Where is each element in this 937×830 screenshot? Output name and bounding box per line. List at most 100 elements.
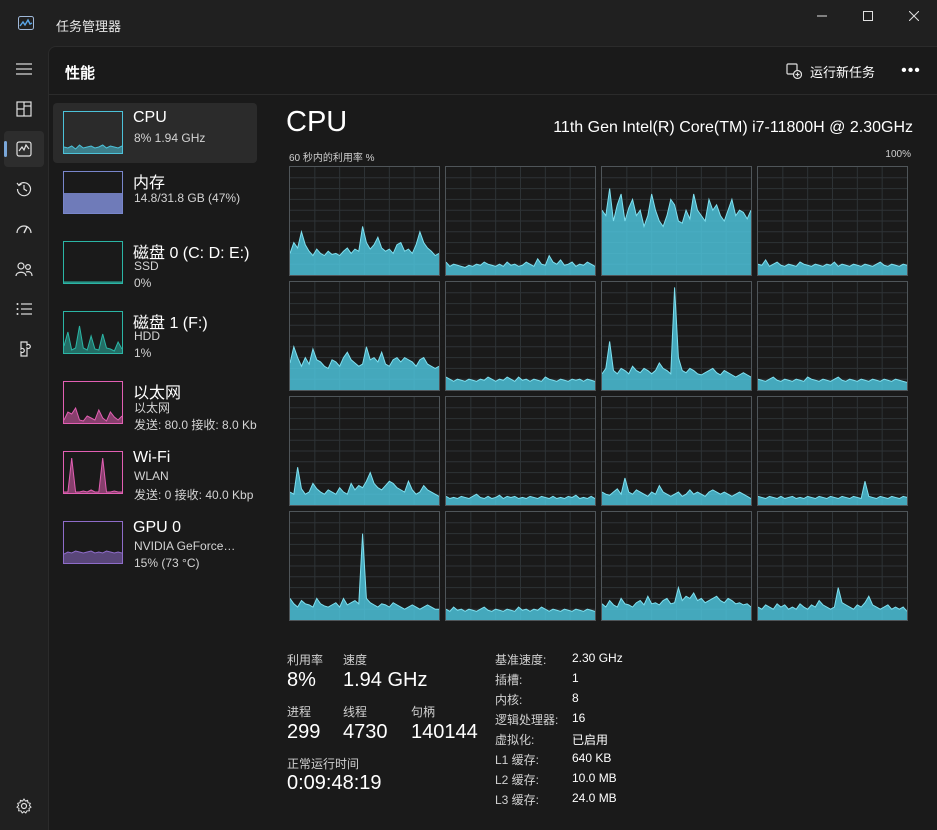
cpu-usage-line	[758, 258, 907, 268]
close-icon	[909, 11, 919, 21]
close-button[interactable]	[891, 0, 937, 32]
cpu-usage-line	[446, 493, 595, 500]
nav-startup-apps[interactable]	[4, 211, 44, 247]
cpu-usage-line	[290, 226, 439, 257]
logical-processor-graph	[601, 511, 752, 621]
resource-item[interactable]: CPU 8% 1.94 GHz	[53, 103, 257, 163]
cpu-detail-value: 已启用	[572, 733, 609, 747]
resource-name: 内存	[133, 175, 166, 192]
cpu-usage-area	[602, 188, 751, 275]
cpu-detail-value: 1	[572, 671, 579, 685]
resource-thumbnail-graph	[63, 311, 123, 354]
speed-value: 1.94 GHz	[343, 669, 428, 691]
left-navigation	[0, 46, 48, 830]
hamburger-menu-button[interactable]	[4, 51, 44, 87]
resource-name: 磁盘 1 (F:)	[133, 315, 208, 332]
details-icon	[16, 303, 32, 315]
thumbnail-graph-icon	[64, 144, 122, 153]
cpu-usage-area	[446, 494, 595, 505]
cpu-usage-area	[758, 587, 907, 620]
resource-detail: HDD	[134, 329, 160, 343]
resource-detail: 15% (73 °C)	[134, 556, 200, 570]
uptime-label: 正常运行时间	[287, 757, 360, 771]
cpu-detail-label: 内核:	[495, 693, 523, 707]
settings-icon	[16, 798, 32, 814]
graph-caption: 60 秒内的利用率 %	[289, 153, 375, 164]
resource-detail: 发送: 80.0 接收: 8.0 Kb	[134, 418, 257, 432]
cpu-usage-line	[602, 585, 751, 608]
resource-item[interactable]: 磁盘 1 (F:) HDD 1%	[53, 303, 257, 363]
resource-detail: 0%	[134, 276, 152, 290]
resource-detail: 发送: 0 接收: 40.0 Kbp	[134, 488, 254, 502]
cpu-detail-label: 虚拟化:	[495, 733, 535, 747]
app-history-icon	[16, 182, 32, 197]
users-icon	[15, 262, 33, 277]
processes-icon	[16, 101, 32, 117]
cpu-detail-label: L3 缓存:	[495, 793, 540, 807]
cpu-usage-area	[602, 587, 751, 620]
logical-processor-graph	[289, 281, 440, 391]
cpu-usage-area	[758, 259, 907, 275]
utilization-label: 利用率	[287, 653, 324, 667]
startup-apps-icon	[16, 225, 32, 234]
logical-processor-graph	[601, 396, 752, 506]
nav-services[interactable]	[4, 331, 44, 367]
cpu-usage-line	[290, 533, 439, 610]
resource-item[interactable]: 磁盘 0 (C: D: E:) SSD 0%	[53, 233, 257, 293]
resource-item[interactable]: 内存 14.8/31.8 GB (47%)	[53, 163, 257, 223]
resource-name: GPU 0	[133, 519, 182, 536]
cpu-usage-line	[602, 477, 751, 499]
cpu-usage-area	[602, 478, 751, 505]
nav-app-history[interactable]	[4, 171, 44, 207]
cpu-usage-line	[758, 481, 907, 500]
resource-detail: 以太网	[134, 401, 171, 415]
resource-item[interactable]: GPU 0 NVIDIA GeForce… 15% (73 °C)	[53, 513, 257, 573]
header-divider	[49, 94, 937, 95]
maximize-button[interactable]	[845, 0, 891, 32]
resource-detail: SSD	[134, 259, 159, 273]
resource-item[interactable]: 以太网 以太网 发送: 80.0 接收: 8.0 Kb	[53, 373, 257, 433]
nav-performance[interactable]	[4, 131, 44, 167]
thumbnail-graph-icon	[64, 281, 122, 283]
cpu-usage-line	[446, 606, 595, 612]
logical-processor-graph	[289, 396, 440, 506]
settings-button[interactable]	[12, 794, 36, 818]
logical-processor-graph	[445, 511, 596, 621]
cpu-detail-value: 24.0 MB	[572, 791, 617, 805]
cpu-heading: CPU	[286, 106, 348, 138]
threads-value: 4730	[343, 721, 388, 743]
cpu-detail-label: L2 缓存:	[495, 773, 540, 787]
resource-name: 磁盘 0 (C: D: E:)	[133, 245, 250, 262]
cpu-usage-area	[290, 533, 439, 620]
nav-processes[interactable]	[4, 91, 44, 127]
utilization-value: 8%	[287, 669, 316, 691]
logical-processor-graph	[445, 281, 596, 391]
nav-users[interactable]	[4, 251, 44, 287]
minimize-button[interactable]	[799, 0, 845, 32]
run-new-task-icon	[786, 63, 802, 79]
nav-details[interactable]	[4, 291, 44, 327]
cpu-usage-area	[290, 346, 439, 390]
processes-value: 299	[287, 721, 321, 743]
cpu-usage-line	[602, 287, 751, 378]
run-new-task-button[interactable]: 运行新任务	[786, 60, 875, 82]
cpu-detail-value: 640 KB	[572, 751, 612, 765]
cpu-detail-label: 插槽:	[495, 673, 523, 687]
handles-label: 句柄	[411, 705, 436, 719]
logical-processor-graph	[757, 396, 908, 506]
cpu-detail-value: 10.0 MB	[572, 771, 617, 785]
cpu-detail-value: 16	[572, 711, 586, 725]
services-icon	[20, 341, 31, 357]
maximize-icon	[863, 11, 873, 21]
resource-thumbnail-graph	[63, 381, 123, 424]
more-options-button[interactable]: •••	[901, 62, 921, 79]
resource-item[interactable]: Wi-Fi WLAN 发送: 0 接收: 40.0 Kbp	[53, 443, 257, 503]
resource-detail: 14.8/31.8 GB (47%)	[134, 191, 241, 205]
logical-processor-graph	[445, 166, 596, 276]
cpu-usage-area	[290, 226, 439, 275]
cpu-usage-line	[758, 376, 907, 383]
resource-name: CPU	[133, 109, 167, 126]
hamburger-menu-icon	[16, 63, 32, 75]
logical-processor-graph	[757, 281, 908, 391]
cpu-usage-line	[290, 467, 439, 497]
